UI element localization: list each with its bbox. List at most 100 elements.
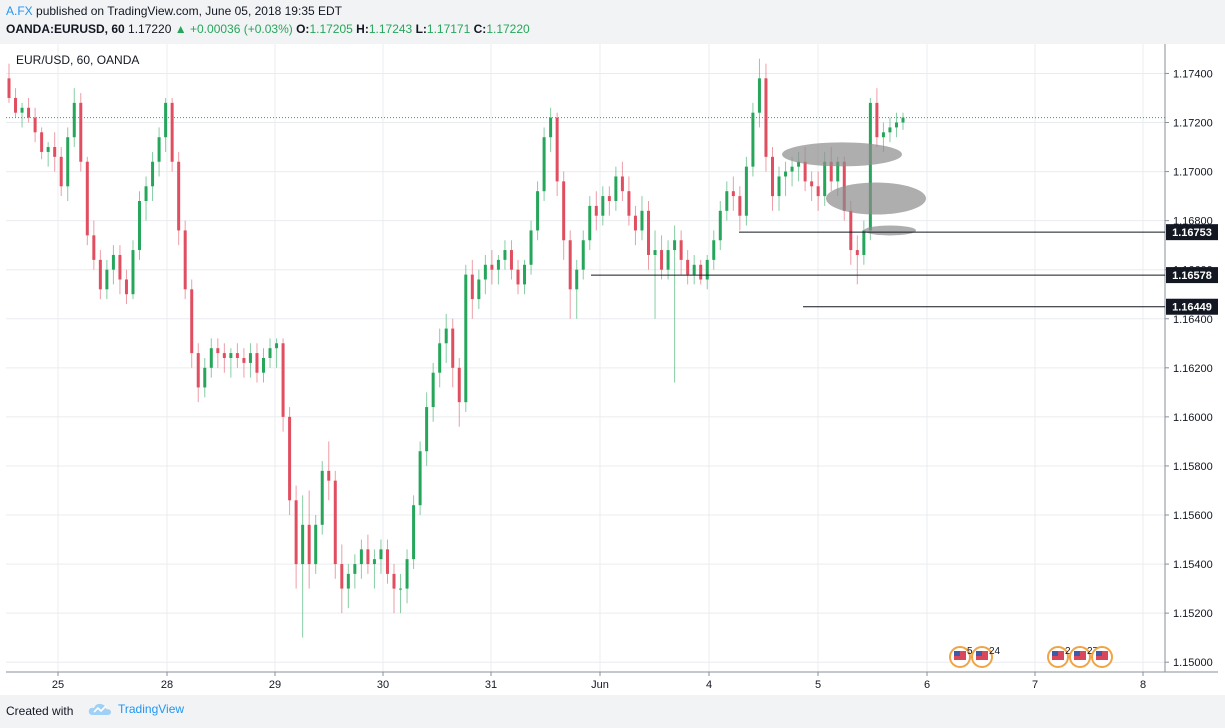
candle-body: [464, 274, 468, 403]
candle-body: [190, 289, 194, 354]
candle-body: [438, 343, 442, 373]
candle-body: [444, 328, 448, 344]
candle-body: [725, 191, 729, 211]
candle-body: [372, 559, 376, 565]
x-tick-label: 31: [485, 679, 497, 691]
candle-body: [399, 588, 403, 590]
x-tick-label: 5: [815, 679, 821, 691]
ellipse-annotation: [782, 142, 902, 167]
candle-body: [366, 549, 370, 565]
candle-body: [261, 358, 265, 373]
author-link[interactable]: A.FX: [6, 4, 33, 18]
candle-body: [855, 250, 859, 255]
candle-body: [594, 205, 598, 216]
symbol-label: OANDA:EURUSD, 60: [6, 22, 125, 36]
candle-body: [59, 156, 63, 187]
candle-body: [705, 259, 709, 280]
tradingview-label: TradingView: [118, 702, 185, 716]
y-tick-label: 1.17000: [1173, 167, 1213, 179]
ellipse-annotation: [864, 225, 916, 236]
candle-body: [666, 250, 670, 270]
change-value: +0.00036 (+0.03%): [190, 22, 293, 36]
chart-title: EUR/USD, 60, OANDA: [16, 53, 140, 67]
candle-body: [647, 210, 651, 255]
x-tick-label: 30: [377, 679, 389, 691]
candle-body: [810, 181, 814, 187]
created-with-label: Created with: [6, 704, 74, 718]
candle-body: [614, 176, 618, 201]
ellipse-annotation: [826, 182, 926, 215]
candle-body: [385, 549, 389, 574]
candle-body: [235, 353, 239, 358]
candle-body: [718, 210, 722, 241]
candle-body: [888, 127, 892, 133]
plot-area: [6, 44, 1165, 672]
candle-body: [529, 230, 533, 265]
candle-body: [405, 559, 409, 589]
candle-body: [601, 196, 605, 216]
candle-body: [849, 210, 853, 251]
candle-body: [829, 161, 833, 182]
candle-body: [490, 264, 494, 270]
candle-body: [288, 416, 292, 501]
candle-body: [568, 240, 572, 290]
flag-canton: [1096, 651, 1102, 656]
tradingview-link[interactable]: TradingView: [88, 702, 184, 716]
low-value: 1.17171: [426, 22, 471, 36]
candle-body: [875, 102, 879, 138]
candle-body: [673, 240, 677, 251]
price-label-text: 1.16578: [1172, 270, 1212, 282]
x-tick-label: 25: [52, 679, 64, 691]
ohlc-line: OANDA:EURUSD, 60 1.17220 ▲ +0.00036 (+0.…: [6, 22, 530, 36]
candle-body: [751, 112, 755, 167]
candle-body: [98, 259, 102, 290]
x-tick-label: 28: [161, 679, 173, 691]
candle-body: [275, 343, 279, 349]
candle-body: [797, 161, 801, 167]
published-line: A.FX published on TradingView.com, June …: [6, 4, 342, 18]
candle-body: [575, 269, 579, 290]
candle-body: [203, 367, 207, 388]
change-up-icon: ▲: [174, 22, 187, 36]
candle-body: [294, 500, 298, 565]
candle-body: [549, 117, 553, 138]
candle-body: [33, 117, 37, 133]
candle-body: [457, 367, 461, 403]
candle-body: [222, 353, 226, 358]
candle-body: [118, 254, 122, 280]
candle-body: [268, 348, 272, 358]
candle-body: [66, 137, 70, 187]
candle-body: [320, 470, 324, 525]
candle-body: [72, 102, 76, 138]
candle-body: [53, 147, 57, 157]
price-label-box: [1166, 298, 1218, 315]
candle-body: [164, 102, 168, 138]
candle-body: [451, 328, 455, 368]
open-value: 1.17205: [309, 22, 353, 36]
candle-body: [359, 549, 363, 565]
price-label-text: 1.16753: [1172, 227, 1212, 239]
flag-canton: [954, 651, 960, 656]
candle-body: [340, 564, 344, 589]
candle-body: [301, 524, 305, 565]
cloud-icon: [88, 703, 111, 715]
candle-body: [431, 372, 435, 408]
y-tick-label: 1.16200: [1173, 363, 1213, 375]
candle-body: [679, 240, 683, 260]
candle-body: [738, 196, 742, 216]
event-count: 5: [967, 646, 973, 657]
candle-body: [686, 259, 690, 275]
candle-body: [901, 117, 905, 123]
low-label: L:: [415, 22, 427, 36]
candle-body: [46, 147, 50, 152]
candle-body: [327, 470, 331, 481]
y-tick-label: 1.15200: [1173, 608, 1213, 620]
candle-body: [131, 250, 135, 295]
x-tick-label: Jun: [591, 679, 609, 691]
candle-body: [640, 210, 644, 231]
candle-body: [744, 166, 748, 216]
candle-body: [503, 250, 507, 260]
candle-body: [523, 264, 527, 285]
candle-body: [660, 250, 664, 270]
